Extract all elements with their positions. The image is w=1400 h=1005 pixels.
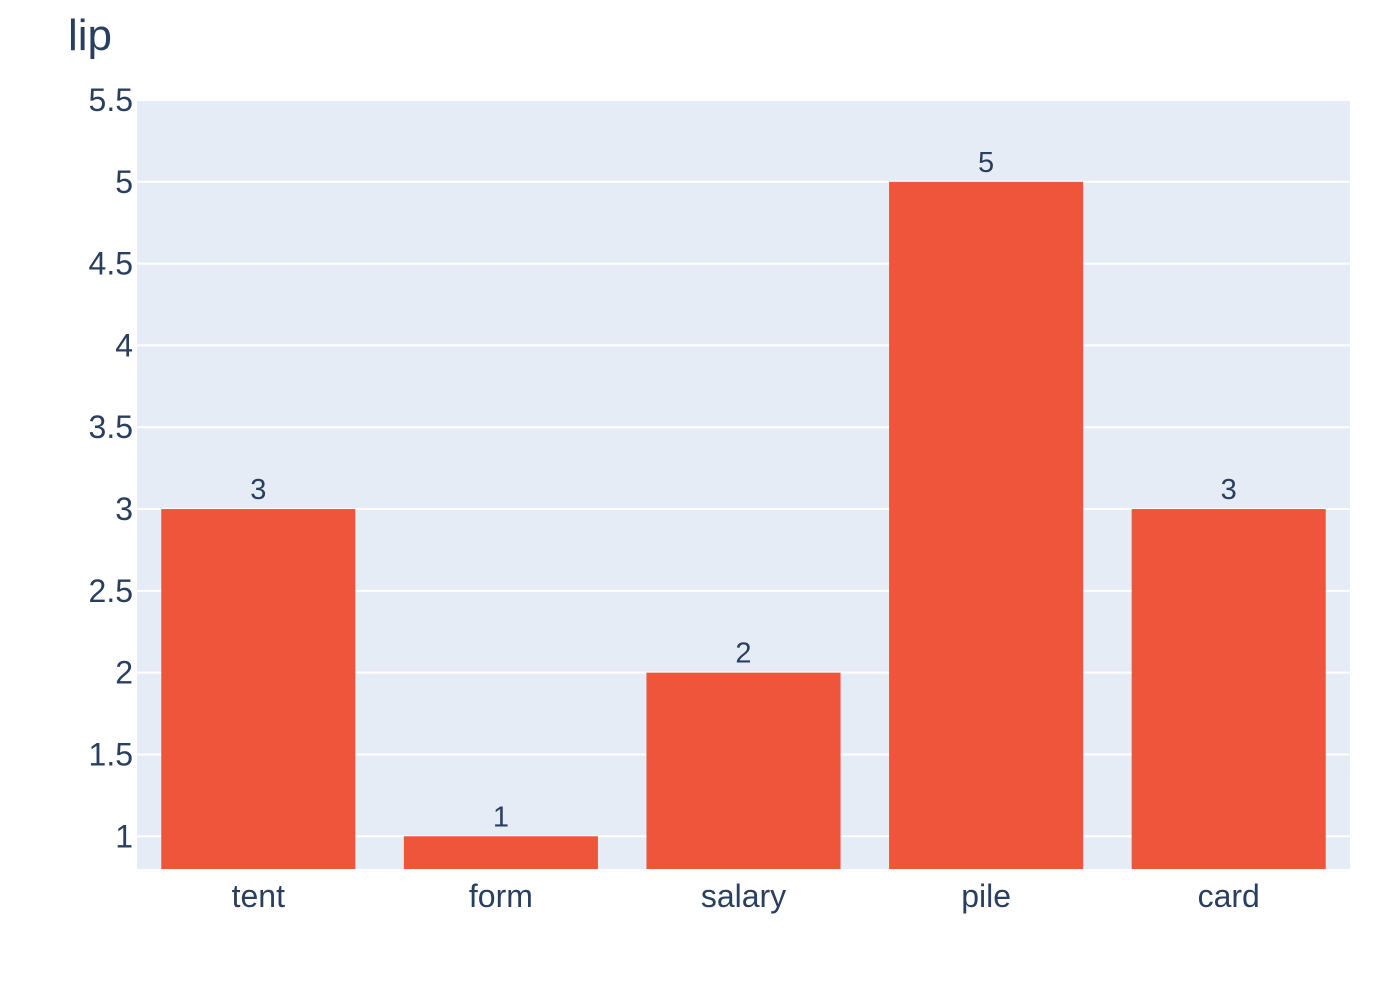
y-tick-label: 4 <box>115 327 133 363</box>
x-tick-label-form: form <box>469 878 533 914</box>
y-tick-label: 2.5 <box>89 573 133 609</box>
y-tick-label: 1 <box>115 818 133 854</box>
data-label-pile: 5 <box>978 147 994 179</box>
bar-card <box>1131 509 1326 869</box>
bar-salary <box>646 672 841 869</box>
data-label-card: 3 <box>1221 474 1237 506</box>
y-tick-label: 5.5 <box>89 82 133 118</box>
x-tick-label-pile: pile <box>961 878 1011 914</box>
bars <box>161 181 1326 869</box>
y-tick-label: 4.5 <box>89 246 133 282</box>
y-tick-label: 3.5 <box>89 409 133 445</box>
chart-title: lip <box>68 11 112 60</box>
data-label-tent: 3 <box>250 474 266 506</box>
x-tick-label-tent: tent <box>232 878 285 914</box>
y-tick-label: 3 <box>115 491 133 527</box>
data-label-salary: 2 <box>735 638 751 670</box>
y-tick-label: 2 <box>115 655 133 691</box>
bar-pile <box>889 181 1084 869</box>
y-axis-ticks: 1 1.5 2 2.5 3 3.5 4 4.5 5 5.5 <box>89 82 133 854</box>
bar-tent <box>161 509 356 869</box>
data-label-form: 1 <box>493 801 509 833</box>
x-axis-ticks: tent form salary pile card <box>232 878 1260 914</box>
y-tick-label: 1.5 <box>89 736 133 772</box>
data-labels: 3 1 2 5 3 <box>250 147 1237 833</box>
x-tick-label-salary: salary <box>701 878 786 914</box>
bar-form <box>403 836 598 869</box>
y-tick-label: 5 <box>115 164 133 200</box>
x-tick-label-card: card <box>1198 878 1260 914</box>
